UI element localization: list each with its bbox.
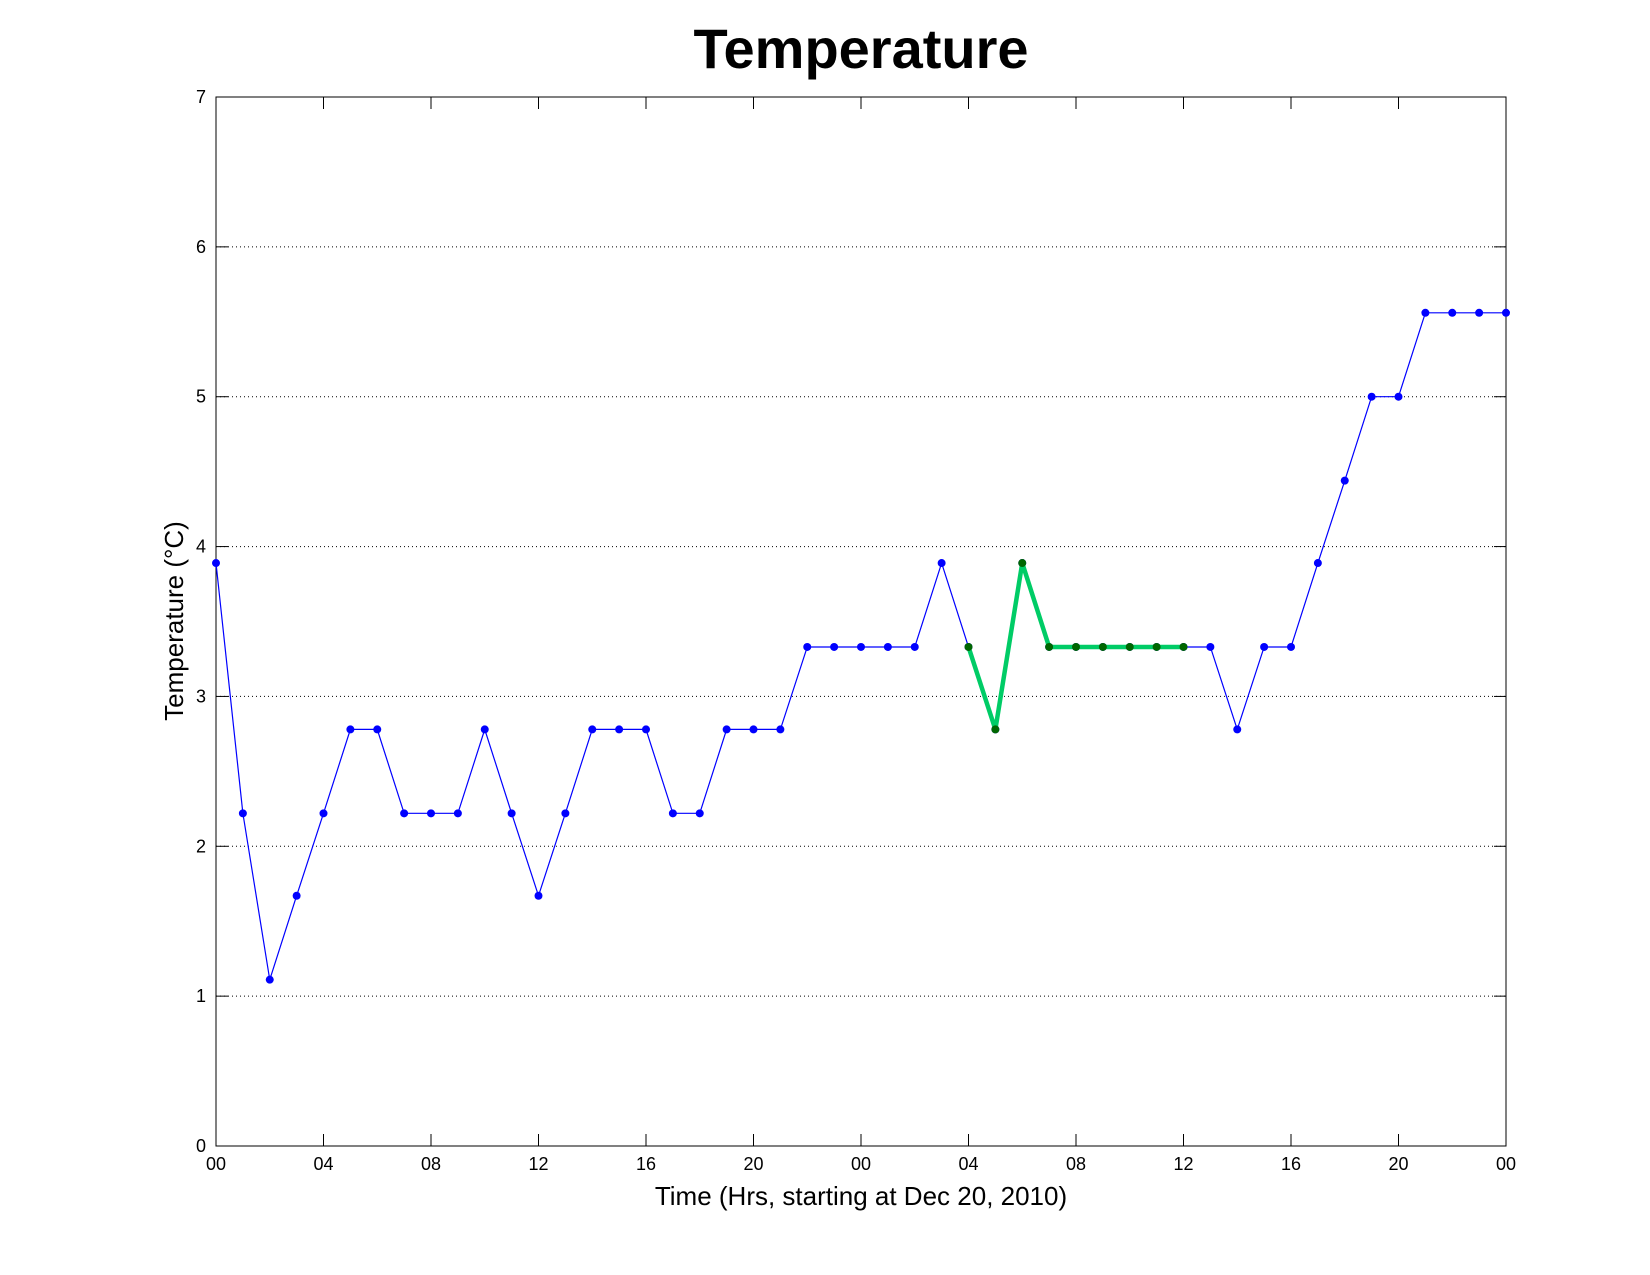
data-point <box>480 725 489 734</box>
data-point <box>265 975 274 984</box>
x-tick-label: 16 <box>1281 1154 1301 1174</box>
y-tick-label: 7 <box>196 87 206 107</box>
x-tick-label: 00 <box>1496 1154 1516 1174</box>
chart-title: Temperature <box>693 17 1028 80</box>
data-point <box>212 559 220 568</box>
data-point <box>857 642 865 651</box>
x-axis-label: Time (Hrs, starting at Dec 20, 2010) <box>655 1181 1067 1211</box>
x-tick-label: 20 <box>1388 1154 1408 1174</box>
data-point <box>507 809 516 818</box>
data-point <box>642 725 650 734</box>
data-point <box>1502 308 1510 317</box>
x-tick-label: 04 <box>313 1154 333 1174</box>
data-point <box>1072 642 1080 651</box>
data-point <box>1152 642 1161 651</box>
data-point <box>1018 559 1027 568</box>
data-point <box>427 809 435 818</box>
data-point <box>1421 308 1430 317</box>
y-tick-label: 1 <box>196 986 206 1006</box>
data-point <box>1340 476 1349 485</box>
data-point <box>292 891 301 900</box>
data-series <box>212 308 1510 984</box>
data-point <box>910 642 919 651</box>
y-tick-label: 4 <box>196 537 206 557</box>
data-point <box>1287 642 1295 651</box>
x-tick-label: 00 <box>206 1154 226 1174</box>
data-point <box>1475 308 1484 317</box>
data-point <box>937 559 946 568</box>
data-point <box>830 642 839 651</box>
y-axis-label: Temperature (°C) <box>159 521 189 721</box>
data-point <box>776 725 785 734</box>
data-point <box>1313 559 1322 568</box>
data-point <box>1394 392 1403 401</box>
data-point <box>964 642 973 651</box>
y-tick-label: 2 <box>196 836 206 856</box>
data-point <box>1233 725 1242 734</box>
data-point <box>883 642 892 651</box>
data-point <box>238 809 247 818</box>
x-tick-label: 00 <box>851 1154 871 1174</box>
data-point <box>803 642 812 651</box>
x-tick-label: 04 <box>958 1154 978 1174</box>
data-point <box>534 891 543 900</box>
y-tick-label: 3 <box>196 686 206 706</box>
y-tick-label: 5 <box>196 387 206 407</box>
data-point <box>722 725 731 734</box>
grid-lines <box>216 246 1506 997</box>
data-point <box>1206 642 1215 651</box>
x-tick-label: 20 <box>743 1154 763 1174</box>
data-point <box>346 725 355 734</box>
data-point <box>1179 642 1188 651</box>
series-0 <box>212 308 1510 984</box>
y-tick-label: 0 <box>196 1136 206 1156</box>
data-point <box>588 725 597 734</box>
x-tick-label: 12 <box>528 1154 548 1174</box>
x-tick-label: 08 <box>1066 1154 1086 1174</box>
data-point <box>695 809 704 818</box>
data-point <box>319 809 328 818</box>
data-point <box>1125 642 1134 651</box>
data-point <box>615 725 624 734</box>
data-point <box>373 725 382 734</box>
x-tick-label: 12 <box>1173 1154 1193 1174</box>
data-point <box>1260 642 1269 651</box>
y-tick-label: 6 <box>196 237 206 257</box>
data-point <box>1367 392 1376 401</box>
data-point <box>668 809 677 818</box>
data-point <box>561 809 570 818</box>
data-point <box>453 809 462 818</box>
data-point <box>1448 308 1457 317</box>
data-point <box>1098 642 1107 651</box>
data-point <box>1045 642 1054 651</box>
series-1 <box>964 559 1188 734</box>
data-point <box>749 725 758 734</box>
data-point <box>991 725 1000 734</box>
x-tick-label: 16 <box>636 1154 656 1174</box>
plot-area <box>215 96 1507 1147</box>
data-point <box>400 809 409 818</box>
x-tick-label: 08 <box>421 1154 441 1174</box>
